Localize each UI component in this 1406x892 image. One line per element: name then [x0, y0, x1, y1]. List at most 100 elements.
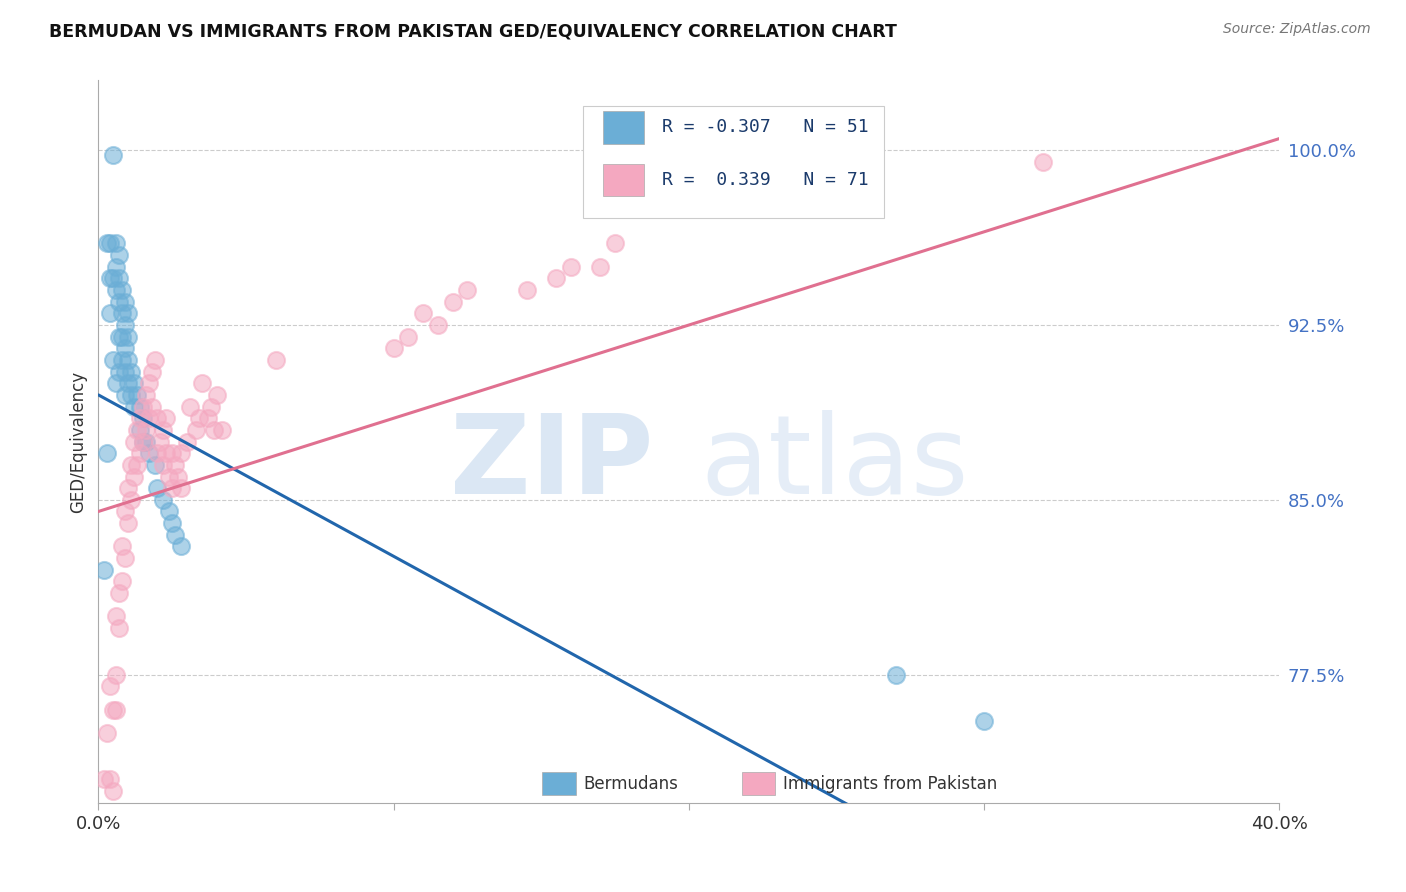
Text: BERMUDAN VS IMMIGRANTS FROM PAKISTAN GED/EQUIVALENCY CORRELATION CHART: BERMUDAN VS IMMIGRANTS FROM PAKISTAN GED…	[49, 22, 897, 40]
Point	[382, 341, 405, 355]
Point	[398, 329, 420, 343]
Point	[128, 423, 150, 437]
Point	[111, 574, 134, 589]
Point	[108, 271, 131, 285]
Point	[135, 423, 157, 437]
Point	[120, 492, 142, 507]
Point	[135, 434, 157, 449]
Point	[103, 702, 125, 716]
Point	[427, 318, 450, 332]
Point	[120, 365, 142, 379]
Point	[111, 353, 134, 368]
Point	[117, 481, 139, 495]
Point	[122, 434, 145, 449]
Point	[122, 469, 145, 483]
Text: atlas: atlas	[700, 409, 969, 516]
Point	[162, 516, 183, 530]
Point	[105, 236, 128, 251]
Point	[170, 446, 193, 460]
Point	[125, 388, 148, 402]
Point	[138, 376, 160, 391]
Point	[167, 469, 190, 483]
Point	[103, 148, 125, 162]
Point	[157, 469, 180, 483]
Point	[111, 283, 134, 297]
Point	[98, 236, 121, 251]
Point	[117, 516, 139, 530]
Point	[546, 271, 568, 285]
Point	[191, 376, 214, 391]
Point	[605, 236, 627, 251]
Point	[152, 458, 174, 472]
Point	[114, 551, 136, 566]
Point	[179, 400, 201, 414]
Text: Immigrants from Pakistan: Immigrants from Pakistan	[783, 775, 998, 793]
Point	[114, 341, 136, 355]
Point	[96, 726, 118, 740]
Point	[132, 434, 155, 449]
Point	[125, 458, 148, 472]
Point	[105, 283, 128, 297]
Point	[108, 329, 131, 343]
Point	[105, 667, 128, 681]
Point	[103, 784, 125, 798]
Point	[122, 400, 145, 414]
Point	[202, 423, 225, 437]
FancyBboxPatch shape	[742, 772, 775, 795]
Point	[117, 329, 139, 343]
Point	[114, 294, 136, 309]
Point	[205, 388, 228, 402]
Point	[96, 446, 118, 460]
Point	[589, 260, 612, 274]
Point	[187, 411, 209, 425]
Point	[122, 376, 145, 391]
Point	[132, 400, 155, 414]
Point	[108, 294, 131, 309]
Point	[141, 365, 163, 379]
Point	[141, 400, 163, 414]
Point	[114, 365, 136, 379]
Point	[125, 423, 148, 437]
Point	[176, 434, 198, 449]
Point	[111, 306, 134, 320]
Point	[412, 306, 434, 320]
Point	[138, 446, 160, 460]
Point	[1032, 154, 1054, 169]
Point	[108, 621, 131, 635]
Point	[157, 504, 180, 518]
Point	[211, 423, 233, 437]
Point	[973, 714, 995, 729]
Point	[117, 353, 139, 368]
Point	[105, 260, 128, 274]
Point	[98, 306, 121, 320]
Point	[114, 318, 136, 332]
Point	[132, 411, 155, 425]
Point	[152, 492, 174, 507]
Point	[103, 353, 125, 368]
Point	[152, 423, 174, 437]
Point	[98, 679, 121, 693]
Point	[155, 411, 177, 425]
Point	[560, 260, 582, 274]
Point	[120, 458, 142, 472]
Point	[120, 388, 142, 402]
FancyBboxPatch shape	[543, 772, 575, 795]
Point	[264, 353, 287, 368]
Point	[165, 528, 187, 542]
Point	[441, 294, 464, 309]
Point	[128, 411, 150, 425]
Point	[143, 353, 166, 368]
FancyBboxPatch shape	[603, 111, 644, 144]
Point	[111, 540, 134, 554]
Point	[146, 411, 169, 425]
Point	[98, 271, 121, 285]
Point	[149, 434, 172, 449]
Point	[200, 400, 222, 414]
Point	[516, 283, 538, 297]
Point	[170, 481, 193, 495]
Point	[108, 365, 131, 379]
Point	[132, 434, 155, 449]
Point	[162, 481, 183, 495]
Point	[105, 376, 128, 391]
Text: Source: ZipAtlas.com: Source: ZipAtlas.com	[1223, 22, 1371, 37]
